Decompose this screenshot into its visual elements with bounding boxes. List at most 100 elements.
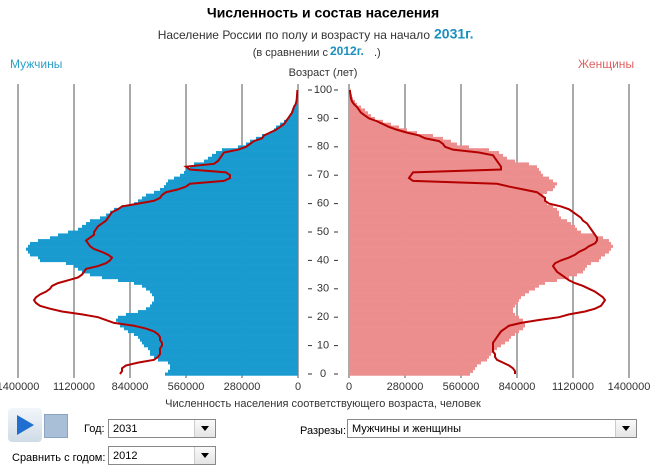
bar — [28, 250, 298, 254]
bar — [349, 207, 557, 211]
bar — [142, 341, 298, 345]
bar — [90, 273, 298, 277]
bar — [349, 318, 523, 322]
bar — [38, 256, 298, 260]
bar — [349, 168, 539, 172]
bar — [349, 273, 577, 277]
bar — [349, 344, 501, 348]
y-tick-label: 60 — [317, 198, 329, 210]
bar — [349, 224, 575, 229]
bar — [174, 176, 298, 180]
bar — [349, 244, 613, 248]
bar — [40, 258, 298, 263]
bar — [150, 349, 298, 353]
play-button[interactable] — [8, 408, 42, 442]
bar — [349, 307, 513, 311]
bar — [349, 241, 611, 246]
bar — [349, 287, 535, 291]
bar — [166, 182, 298, 186]
bar — [349, 199, 545, 203]
subtitle-year: 2031г. — [434, 26, 473, 42]
bar — [349, 125, 399, 129]
y-tick-label: 70 — [317, 169, 329, 181]
x-tick-label: 840000 — [499, 381, 536, 393]
bar — [349, 185, 555, 189]
bar — [349, 324, 525, 328]
bar — [204, 159, 298, 163]
bar — [349, 134, 433, 138]
bar — [349, 139, 451, 143]
bar — [184, 170, 298, 175]
bar — [140, 338, 298, 342]
bar — [116, 318, 298, 322]
bar — [142, 196, 298, 200]
bar — [349, 156, 507, 160]
bar — [349, 276, 569, 280]
bar — [128, 329, 298, 334]
cuts-select[interactable]: Мужчины и женщины — [347, 419, 637, 438]
bar — [349, 293, 525, 297]
bar — [118, 315, 298, 319]
bar — [349, 247, 611, 251]
bar — [349, 338, 509, 342]
bar — [349, 196, 545, 200]
bar — [349, 321, 525, 325]
bar — [126, 312, 298, 317]
x-tick-label: 1120000 — [53, 381, 95, 393]
bar — [349, 369, 473, 373]
y-tick-label: 90 — [317, 112, 329, 124]
bar — [26, 247, 298, 251]
x-tick-label: 560000 — [168, 381, 205, 393]
bar — [28, 244, 298, 248]
year-value: 2031 — [113, 423, 138, 435]
bar — [349, 327, 523, 331]
bar — [349, 341, 505, 345]
bar — [146, 193, 298, 197]
bar — [74, 264, 298, 268]
compare-value: 2012 — [113, 450, 138, 462]
bar — [142, 284, 298, 288]
cuts-label: Разрезы: — [300, 425, 347, 437]
bar — [349, 358, 487, 362]
bar — [152, 301, 298, 305]
year-select[interactable]: 2031 — [108, 419, 216, 438]
bar — [212, 153, 298, 158]
x-tick-label: 280000 — [387, 381, 424, 393]
stop-button[interactable] — [44, 414, 68, 438]
y-tick-label: 30 — [317, 283, 329, 295]
bar — [349, 258, 599, 263]
bar — [288, 116, 298, 121]
bar — [134, 332, 298, 336]
bar — [349, 142, 457, 146]
bar — [349, 159, 515, 163]
bar — [38, 239, 298, 243]
x-tick-label: 1400000 — [0, 381, 39, 393]
x-axis-title: Численность населения соответствующего в… — [165, 398, 481, 410]
compare-suffix: .) — [374, 47, 381, 59]
bar — [349, 347, 497, 351]
bar — [110, 210, 298, 214]
bar — [349, 329, 519, 334]
bar — [349, 361, 481, 365]
chart-title: Численность и состав населения — [207, 5, 439, 21]
bar — [349, 182, 557, 186]
bar — [216, 151, 298, 155]
bar — [154, 355, 298, 359]
bar — [349, 290, 529, 294]
bar — [349, 213, 559, 217]
compare-select[interactable]: 2012 — [108, 446, 216, 465]
y-tick-label: 80 — [317, 141, 329, 153]
y-tick-label: 50 — [317, 226, 329, 238]
bar — [349, 179, 553, 183]
x-tick-label: 560000 — [443, 381, 480, 393]
bar — [349, 116, 375, 121]
bar — [150, 352, 298, 356]
bar — [349, 301, 517, 305]
bar — [148, 347, 298, 351]
bar — [154, 295, 298, 300]
bar — [170, 364, 298, 368]
bar — [150, 304, 298, 308]
bar — [238, 145, 298, 149]
